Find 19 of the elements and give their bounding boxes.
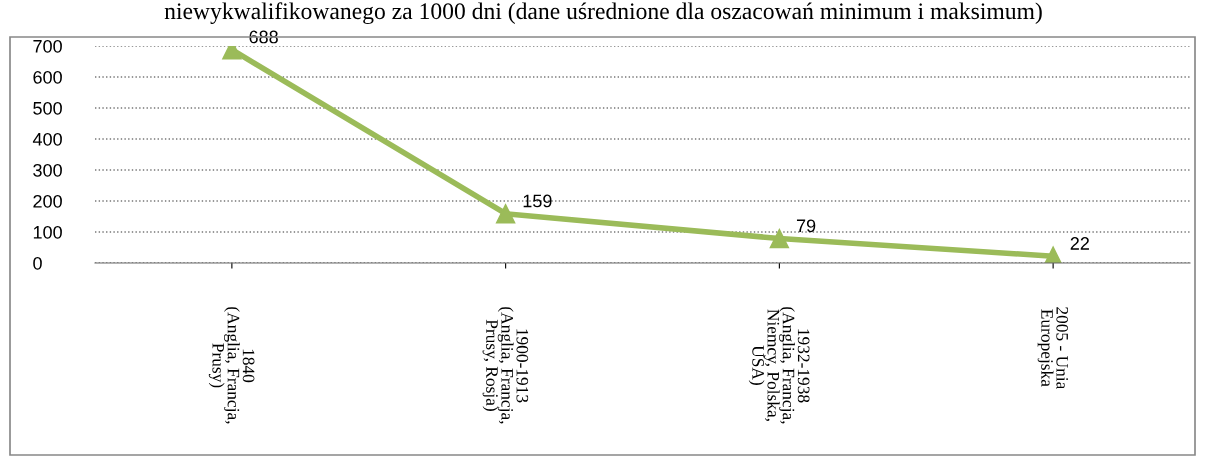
chart-title: niewykwalifikowanego za 1000 dni (dane uśrednione dla oszacowań minimum i maksimum) — [164, 2, 1042, 25]
y-tick-label: 600 — [33, 70, 62, 84]
point — [769, 228, 790, 249]
data-label: 22 — [1070, 237, 1089, 250]
y-tick-label: 300 — [33, 163, 62, 177]
point — [495, 203, 516, 224]
y-tick-label: 100 — [33, 225, 62, 239]
x-tick-label: 1932-1938 (Anglia, Francja, Niemcy, Polska, USA) — [748, 307, 810, 424]
y-tick-label: 500 — [33, 101, 62, 115]
y-tick-label: 700 — [33, 39, 62, 53]
y-tick-label: 200 — [33, 194, 62, 208]
y-tick-label: 400 — [32, 132, 62, 146]
data-label: 688 — [249, 30, 278, 44]
x-tick-label: 1900-1913 (Anglia, Francja, Prusy, Rosja) — [482, 307, 529, 424]
y-tick-label: 0 — [33, 256, 42, 270]
data-label: 79 — [796, 219, 816, 233]
x-tick-label: 2005 - Unia Europejska — [1037, 307, 1069, 390]
x-tick-label: 1840 (Anglia, Francja, Prusy) — [208, 307, 255, 424]
data-label: 159 — [523, 194, 552, 208]
